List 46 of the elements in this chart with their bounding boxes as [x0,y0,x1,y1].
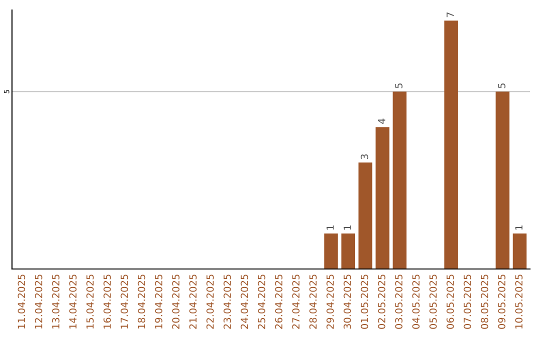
x-tick-label: 28.04.2025 [309,274,317,329]
x-tick-label: 14.04.2025 [69,274,77,328]
x-tick-label: 10.05.2025 [515,274,523,328]
data-label: 1 [515,225,522,230]
x-tick-label: 11.04.2025 [18,274,26,328]
bar [324,234,338,269]
x-tick-label: 22.04.2025 [206,274,214,329]
x-tick-label: 29.04.2025 [326,274,334,329]
x-tick-label: 26.04.2025 [275,274,282,329]
x-tick-label: 03.05.2025 [395,274,402,329]
x-tick-label: 24.04.2025 [240,274,248,329]
x-tick-label: 19.04.2025 [154,274,162,328]
x-tick-label: 20.04.2025 [172,274,180,329]
bar [444,20,458,269]
x-tick-label: 04.05.2025 [412,274,420,329]
bar [496,92,510,269]
x-tick-label: 05.05.2025 [429,274,437,329]
x-tick-label: 23.04.2025 [224,274,231,329]
data-label: 1 [326,225,334,230]
bar [341,234,356,269]
x-tick-label: 02.05.2025 [378,274,386,329]
x-tick-label: 12.04.2025 [34,274,42,328]
x-tick-label: 16.04.2025 [104,274,111,328]
x-tick-label: 09.05.2025 [498,274,506,329]
x-tick-label: 27.04.2025 [292,274,300,329]
x-tick-label: 13.04.2025 [52,274,60,328]
data-label: 7 [446,12,454,18]
x-tick-label: 15.04.2025 [86,274,94,328]
bar [358,162,372,269]
data-label: 4 [378,118,386,124]
x-tick-label: 01.05.2025 [360,274,368,329]
x-tick-label: 18.04.2025 [138,274,146,328]
data-label: 1 [344,225,351,230]
x-tick-label: 08.05.2025 [480,274,488,329]
data-label: 5 [395,83,402,88]
x-tick-label: 30.04.2025 [344,274,352,329]
data-label: 5 [498,83,506,88]
x-tick-label: 21.04.2025 [189,274,197,329]
bar [392,92,407,269]
data-label: 3 [360,154,368,160]
x-tick-label: 25.04.2025 [258,274,266,329]
x-tick-label: 07.05.2025 [464,274,472,329]
x-tick-label: 06.05.2025 [446,274,454,329]
bar [512,234,527,269]
bar [376,127,390,269]
x-tick-label: 17.04.2025 [120,274,128,328]
